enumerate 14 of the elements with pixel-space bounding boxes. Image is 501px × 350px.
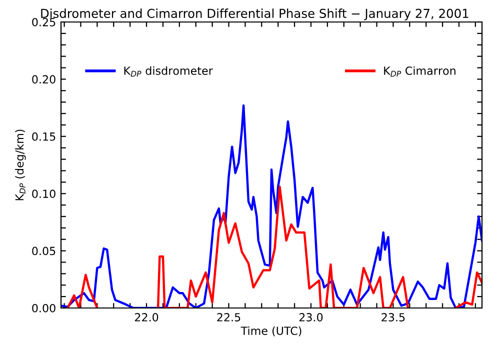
y-tick-label: 0.05	[32, 246, 56, 256]
y-tick-label: 0.10	[32, 190, 56, 198]
x-tick-label: 23.5	[382, 313, 405, 322]
legend-label: K$_{DP}$ disdrometer	[124, 66, 213, 77]
y-axis-title: K$_{DP}$ (deg/km)	[15, 130, 26, 200]
x-axis-title: Time (UTC)	[240, 326, 302, 336]
x-tick-label: 22.0	[134, 313, 158, 322]
y-tick-label: 0.15	[32, 132, 56, 141]
x-tick-label: 23.0	[299, 313, 323, 322]
y-tick-label: 0.00	[32, 304, 56, 312]
y-tick-label: 0.25	[32, 18, 56, 26]
legend-label: K$_{DP}$ Cimarron	[384, 66, 456, 77]
x-tick-label: 22.5	[217, 313, 240, 322]
y-tick-label: 0.20	[32, 75, 56, 84]
